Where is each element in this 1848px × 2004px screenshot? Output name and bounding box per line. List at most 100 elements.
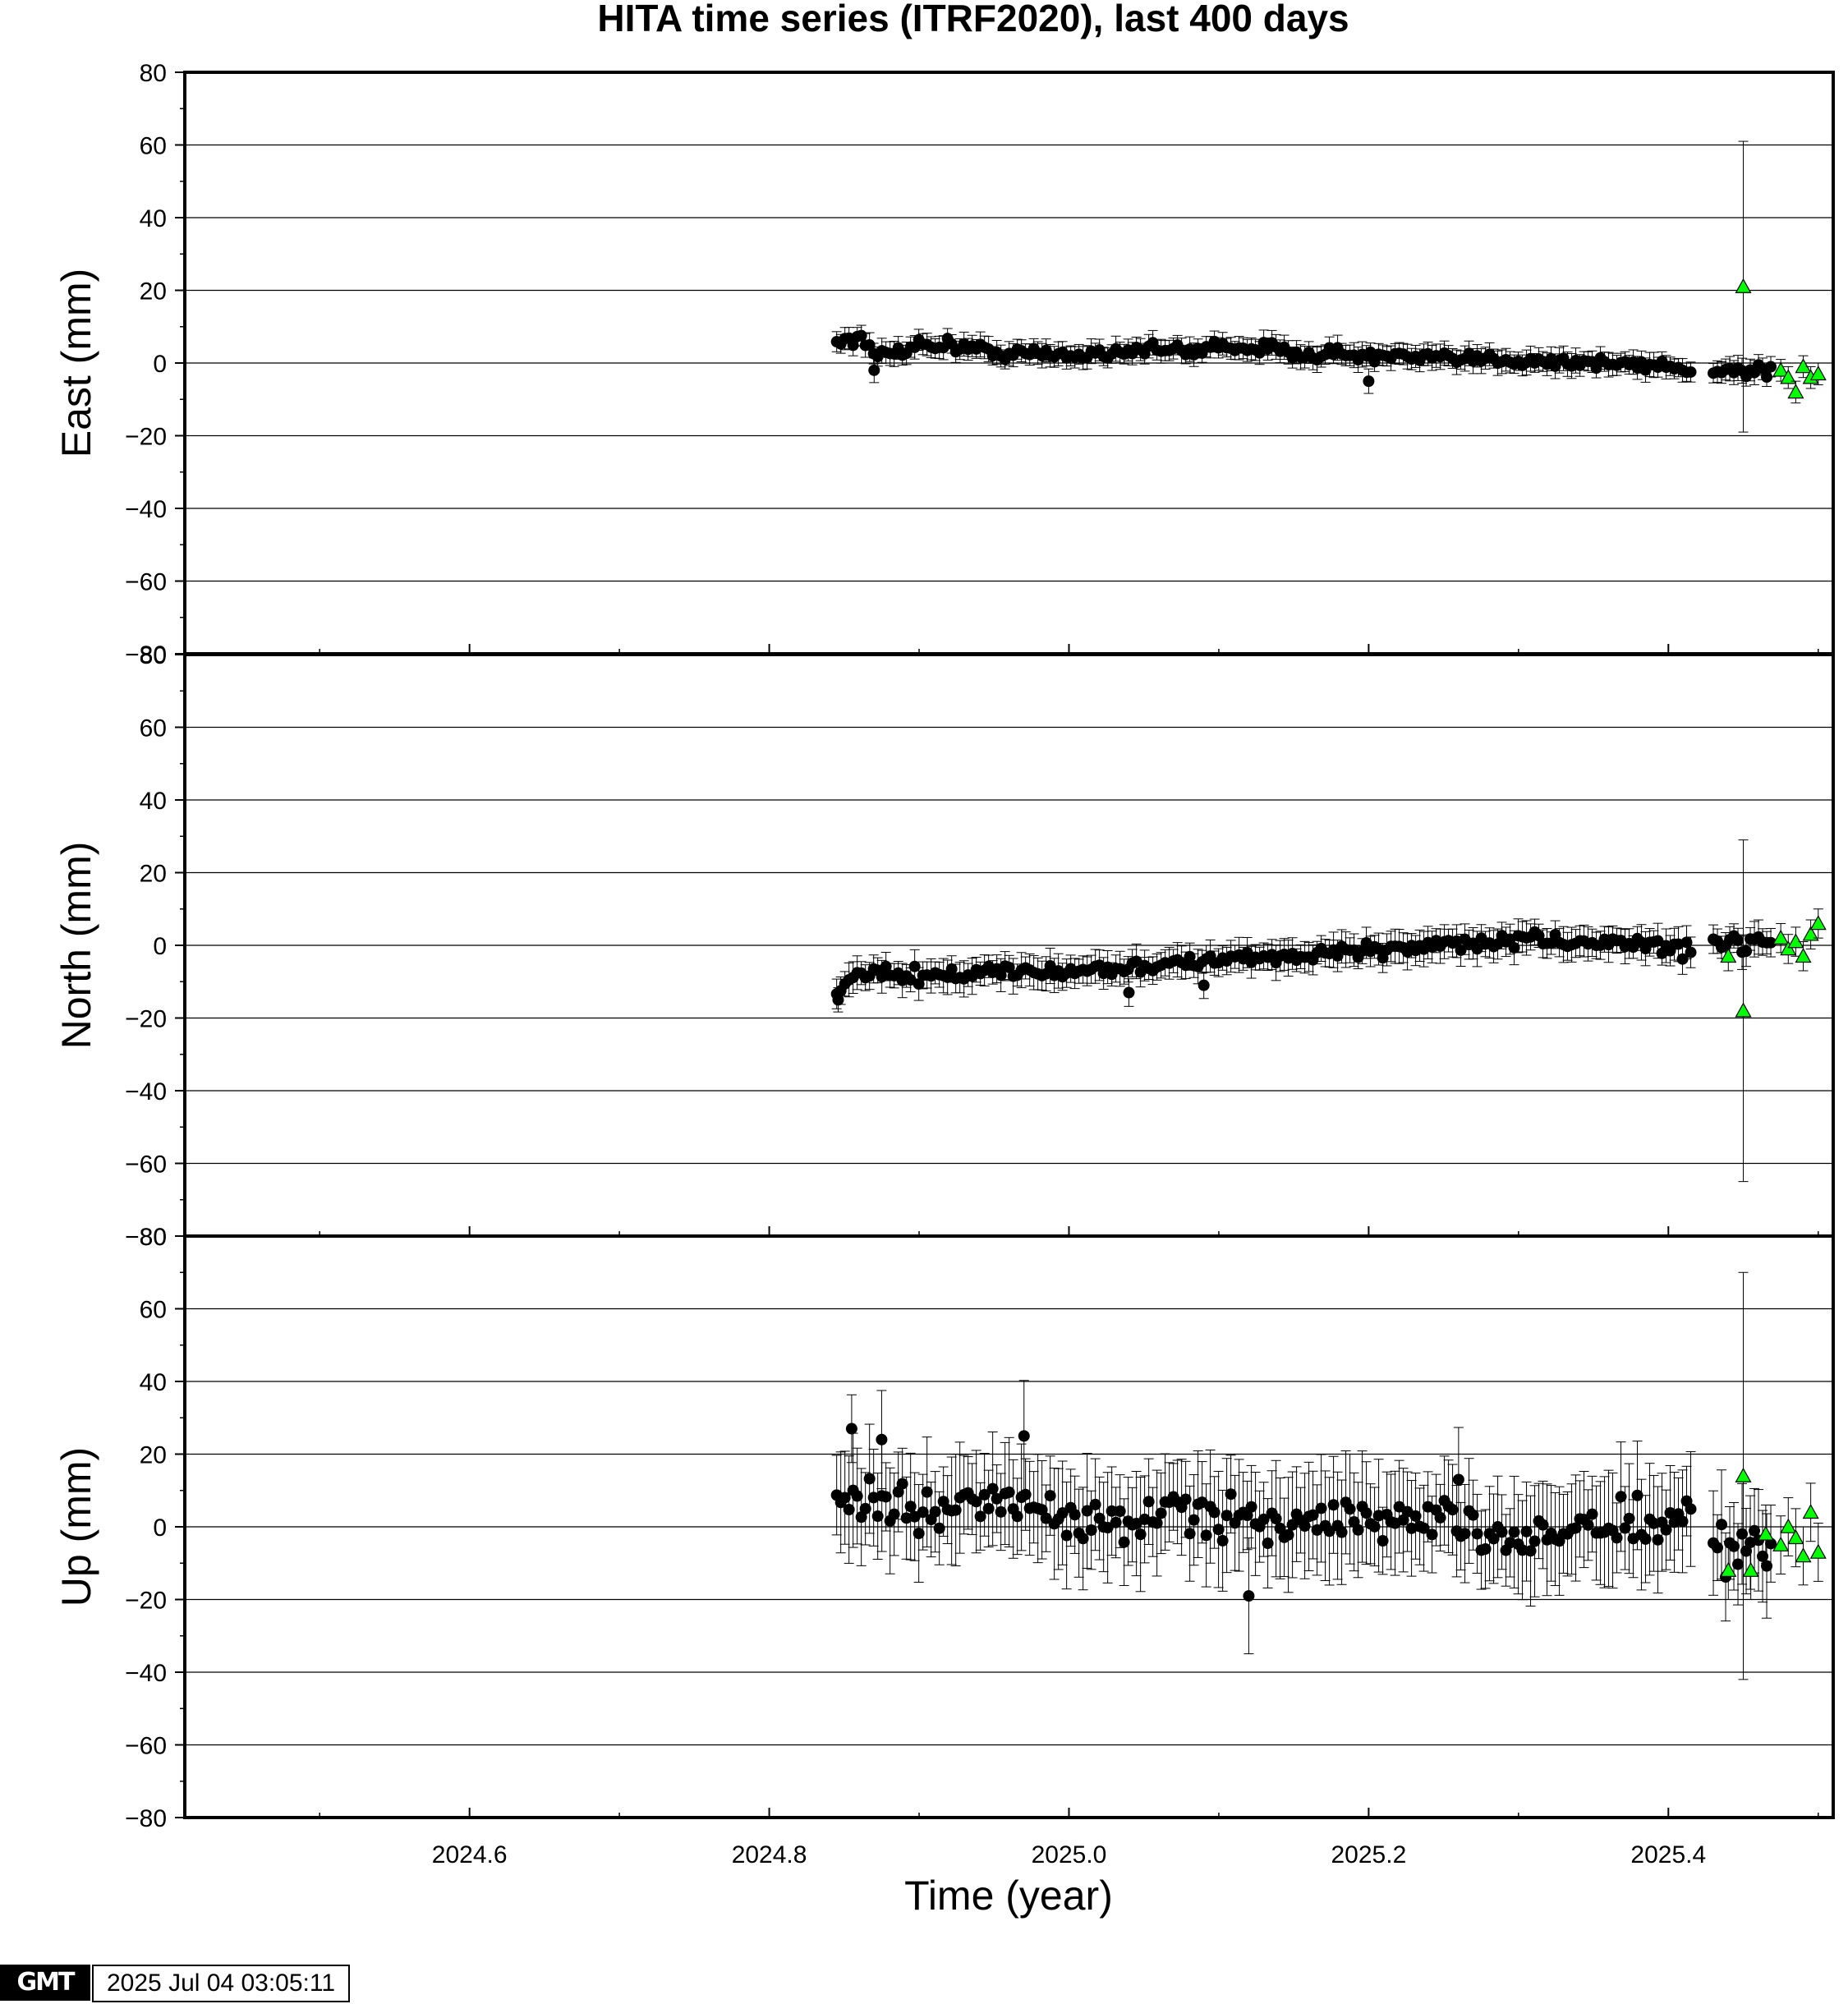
final-point [1455, 944, 1467, 956]
final-point [1452, 1473, 1464, 1486]
final-point [851, 1490, 863, 1502]
panel-up: −80 −60 −40 −20 0 20 40 60 80 Up (mm) [53, 1224, 1835, 1832]
final-point [945, 963, 958, 975]
y-tick-label: 80 [140, 60, 167, 87]
rapid-point [1772, 929, 1790, 945]
final-point [880, 960, 892, 972]
final-point [1270, 1513, 1282, 1525]
final-point [904, 1501, 917, 1513]
rapid-point [1795, 948, 1812, 963]
final-point [1044, 1490, 1056, 1502]
y-tick-label: 60 [140, 1297, 167, 1324]
y-tick-label: 80 [140, 1224, 167, 1251]
final-point [1712, 1542, 1724, 1554]
rapid-point [1735, 1002, 1752, 1018]
final-point [1676, 1515, 1689, 1528]
final-point [1299, 1520, 1311, 1533]
final-point [1151, 1517, 1163, 1529]
final-point [1069, 1509, 1081, 1521]
final-point [1508, 1526, 1520, 1538]
y-tick-label: −80 [125, 1224, 167, 1251]
y-tick-label: 20 [140, 278, 167, 306]
final-point [868, 364, 880, 376]
final-point [1434, 1511, 1446, 1524]
final-points [830, 1423, 1777, 1602]
final-point [880, 1491, 892, 1503]
final-point [871, 1510, 884, 1523]
final-point [1315, 1502, 1327, 1514]
final-point [1363, 375, 1375, 388]
x-axis-label: Time (year) [904, 1873, 1113, 1919]
y-tick-label: 0 [153, 351, 167, 378]
final-point [1188, 1514, 1200, 1526]
final-point [1761, 1560, 1773, 1572]
final-point [1749, 1524, 1761, 1537]
rapid-point [1787, 933, 1804, 949]
chart-title: HITA time series (ITRF2020), last 400 da… [597, 0, 1349, 39]
final-point [1508, 941, 1520, 954]
final-point [1274, 1522, 1286, 1534]
final-point [991, 1492, 1003, 1505]
final-point [1081, 1505, 1093, 1517]
y-axis-label: Up (mm) [53, 1447, 99, 1606]
rapid-point [1780, 369, 1797, 384]
final-point [1590, 362, 1602, 375]
x-tick-label: 2025.4 [1630, 1841, 1706, 1868]
final-point [863, 1473, 876, 1485]
final-point [982, 1502, 995, 1514]
final-point [995, 1505, 1007, 1518]
final-point [986, 1482, 999, 1495]
final-points [830, 926, 1777, 1006]
final-point [1101, 1522, 1114, 1534]
final-point [1335, 1526, 1348, 1538]
final-point [1496, 1526, 1508, 1538]
rapid-point [1787, 384, 1804, 399]
final-point [1179, 959, 1192, 972]
panel-east: −80 −60 −40 −20 0 20 40 60 80 East (mm) [53, 60, 1835, 669]
y-tick-label: −80 [125, 641, 167, 669]
final-point [1680, 936, 1693, 949]
rapid-point [1742, 1561, 1759, 1577]
final-point [974, 1510, 986, 1523]
final-point [1479, 1542, 1492, 1555]
rapid-points [1720, 839, 1827, 1183]
final-point [1198, 979, 1210, 991]
final-point [1282, 1528, 1294, 1541]
x-tick-label: 2025.0 [1032, 1841, 1107, 1868]
final-point [888, 1508, 900, 1520]
final-point [1459, 1528, 1471, 1540]
final-point [1716, 1519, 1728, 1531]
final-point [1660, 1524, 1672, 1536]
y-tick-label: 60 [140, 715, 167, 742]
final-point [1487, 1533, 1500, 1545]
final-point [1077, 1533, 1089, 1545]
rapid-point [1757, 1525, 1774, 1541]
y-tick-label: 40 [140, 788, 167, 815]
gmt-logo-text: GMT [16, 1968, 76, 1997]
final-point [921, 1486, 933, 1498]
y-axis-label: North (mm) [53, 842, 99, 1050]
final-point [908, 960, 921, 972]
final-point [949, 1504, 962, 1516]
final-point [1331, 949, 1344, 962]
panel-frame [183, 1234, 1835, 1819]
final-point [1307, 1509, 1319, 1521]
rapid-point [1772, 1536, 1790, 1551]
y-tick-label: 60 [140, 133, 167, 160]
y-tick-label: 40 [140, 205, 167, 232]
final-point [1736, 1528, 1749, 1540]
final-point [1241, 1510, 1253, 1522]
rapid-point [1787, 1529, 1804, 1545]
final-point [1003, 961, 1015, 973]
final-point [1018, 1430, 1030, 1442]
y-tick-label: 20 [140, 1442, 167, 1469]
final-point [1360, 1507, 1372, 1519]
final-point [1036, 1504, 1048, 1516]
rapid-points [1735, 140, 1827, 433]
rapid-point [1772, 361, 1790, 377]
final-point [1446, 1504, 1459, 1516]
x-tick-label: 2025.2 [1331, 1841, 1407, 1868]
final-point [1040, 1512, 1052, 1524]
y-tick-label: −40 [125, 1660, 167, 1687]
